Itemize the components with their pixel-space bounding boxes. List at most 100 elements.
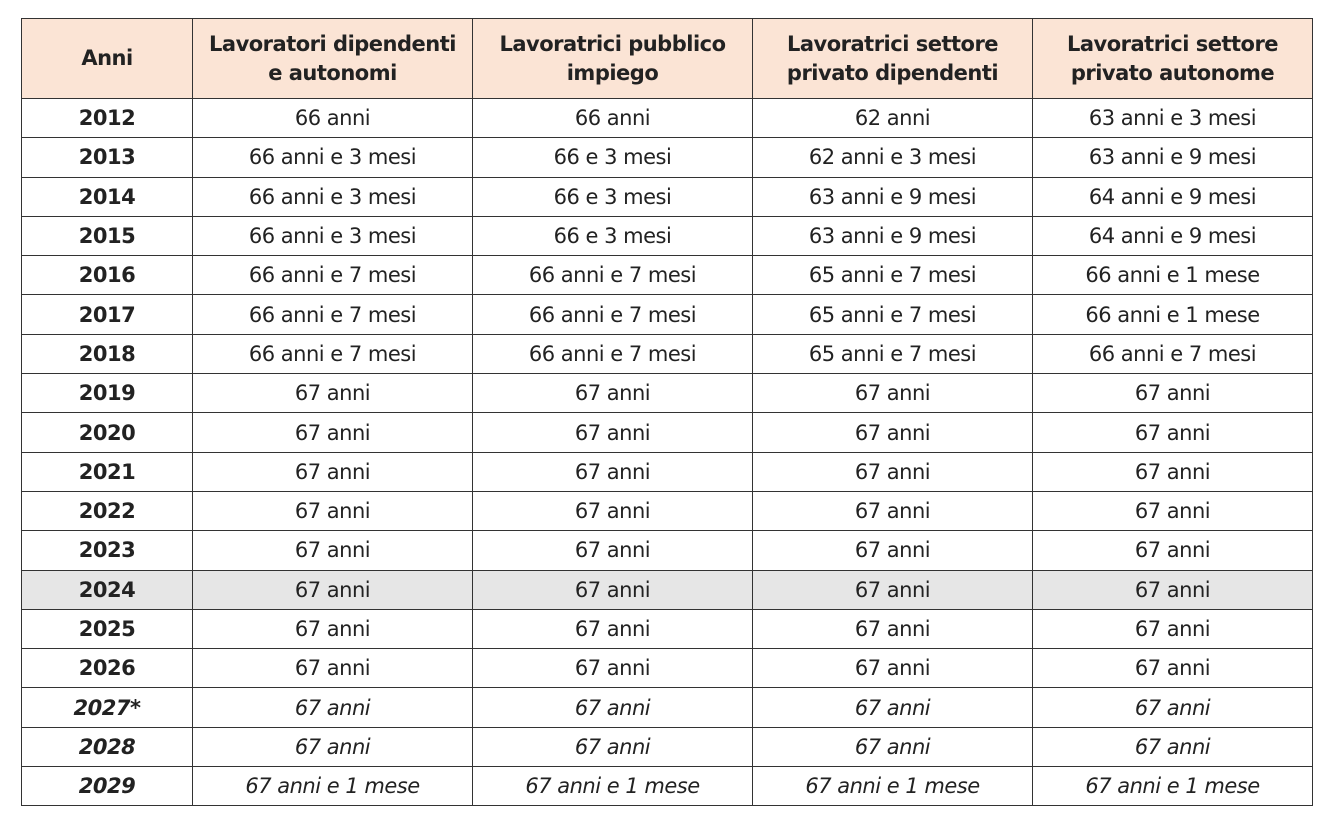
age-cell: 67 anni <box>472 726 753 768</box>
age-cell: 67 anni <box>752 490 1033 532</box>
age-cell: 65 anni e 7 mesi <box>752 333 1033 375</box>
age-cell: 66 e 3 mesi <box>472 215 753 257</box>
retirement-age-table: Anni Lavoratori dipendenti e autonomi Lavo… <box>21 18 1313 807</box>
age-cell: 64 anni e 9 mesi <box>1032 176 1313 217</box>
age-cell: 63 anni e 9 mesi <box>1032 137 1313 178</box>
age-cell: 67 anni <box>1032 490 1313 532</box>
age-cell: 62 anni e 3 mesi <box>752 137 1033 178</box>
header-cell: Lavoratori dipendenti e autonomi <box>192 18 473 99</box>
age-cell: 67 anni <box>1032 373 1313 414</box>
age-cell: 67 anni <box>1032 608 1313 650</box>
age-cell: 67 anni <box>752 726 1033 768</box>
age-cell: 67 anni <box>1032 412 1313 453</box>
age-cell: 66 anni e 7 mesi <box>472 294 753 335</box>
table-row: 2016 66 anni e 7 mesi 66 anni e 7 mesi 65 a… <box>21 255 1313 296</box>
year-cell: 2016 <box>21 255 193 296</box>
age-cell: 67 anni <box>752 687 1033 728</box>
table-body: 2012 66 anni 66 anni 62 anni 63 anni e 3 mes… <box>21 97 1313 807</box>
age-cell: 67 anni <box>472 648 753 689</box>
year-cell: 2024 <box>21 569 193 610</box>
year-cell: 2022 <box>21 490 193 532</box>
table-row: 2017 66 anni e 7 mesi 66 anni e 7 mesi 65 a… <box>21 294 1313 335</box>
age-cell: 67 anni <box>192 687 473 728</box>
table-row: 2018 66 anni e 7 mesi 66 anni e 7 mesi 65 a… <box>21 333 1313 375</box>
header-cell: Anni <box>21 18 193 99</box>
year-cell: 2026 <box>21 648 193 689</box>
table-row: 2014 66 anni e 3 mesi 66 e 3 mesi 63 anni e… <box>21 176 1313 217</box>
age-cell: 65 anni e 7 mesi <box>752 294 1033 335</box>
age-cell: 67 anni <box>192 412 473 453</box>
table-row: 2019 67 anni 67 anni 67 anni 67 anni <box>21 373 1313 414</box>
age-cell: 66 anni e 3 mesi <box>192 137 473 178</box>
age-cell: 67 anni <box>472 451 753 492</box>
age-cell: 67 anni e 1 mese <box>472 766 753 807</box>
age-cell: 67 anni <box>192 530 473 571</box>
table-row: 2015 66 anni e 3 mesi 66 e 3 mesi 63 anni e… <box>21 215 1313 257</box>
header-cell: Lavoratrici pubblico impiego <box>472 18 753 99</box>
year-cell: 2017 <box>21 294 193 335</box>
age-cell: 63 anni e 9 mesi <box>752 176 1033 217</box>
table-row: 2020 67 anni 67 anni 67 anni 67 anni <box>21 412 1313 453</box>
age-cell: 67 anni <box>752 451 1033 492</box>
age-cell: 64 anni e 9 mesi <box>1032 215 1313 257</box>
age-cell: 67 anni <box>752 412 1033 453</box>
age-cell: 67 anni <box>1032 530 1313 571</box>
year-cell: 2028 <box>21 726 193 768</box>
age-cell: 67 anni <box>1032 648 1313 689</box>
age-cell: 67 anni <box>472 490 753 532</box>
table-row: 2029 67 anni e 1 mese 67 anni e 1 mese 67 a… <box>21 766 1313 807</box>
table-row: 2028 67 anni 67 anni 67 anni 67 anni <box>21 726 1313 768</box>
age-cell: 65 anni e 7 mesi <box>752 255 1033 296</box>
age-cell: 67 anni <box>192 490 473 532</box>
age-cell: 67 anni <box>1032 451 1313 492</box>
year-cell: 2019 <box>21 373 193 414</box>
age-cell: 63 anni e 3 mesi <box>1032 97 1313 139</box>
age-cell: 67 anni <box>472 687 753 728</box>
age-cell: 67 anni <box>192 451 473 492</box>
age-cell: 67 anni <box>752 530 1033 571</box>
year-cell: 2025 <box>21 608 193 650</box>
table-row: 2013 66 anni e 3 mesi 66 e 3 mesi 62 anni e… <box>21 137 1313 178</box>
year-cell: 2020 <box>21 412 193 453</box>
age-cell: 66 anni e 7 mesi <box>1032 333 1313 375</box>
age-cell: 66 e 3 mesi <box>472 137 753 178</box>
table-row: 2021 67 anni 67 anni 67 anni 67 anni <box>21 451 1313 492</box>
age-cell: 66 anni e 7 mesi <box>192 294 473 335</box>
age-cell: 67 anni <box>752 608 1033 650</box>
age-cell: 66 anni e 7 mesi <box>472 333 753 375</box>
age-cell: 67 anni <box>472 373 753 414</box>
header-cell: Lavoratrici settore privato dipendenti <box>752 18 1033 99</box>
age-cell: 66 anni e 7 mesi <box>472 255 753 296</box>
table-row: 2022 67 anni 67 anni 67 anni 67 anni <box>21 490 1313 532</box>
age-cell: 66 anni <box>472 97 753 139</box>
year-cell: 2021 <box>21 451 193 492</box>
age-cell: 67 anni <box>192 726 473 768</box>
year-cell: 2013 <box>21 137 193 178</box>
age-cell: 66 anni e 1 mese <box>1032 255 1313 296</box>
table-row: 2025 67 anni 67 anni 67 anni 67 anni <box>21 608 1313 650</box>
age-cell: 67 anni <box>192 608 473 650</box>
age-cell: 67 anni <box>472 608 753 650</box>
age-cell: 67 anni <box>752 373 1033 414</box>
header-row: Anni Lavoratori dipendenti e autonomi Lavo… <box>21 18 1313 99</box>
age-cell: 66 anni e 7 mesi <box>192 255 473 296</box>
age-cell: 66 anni e 1 mese <box>1032 294 1313 335</box>
age-cell: 67 anni <box>472 569 753 610</box>
year-cell: 2027* <box>21 687 193 728</box>
table-row: 2026 67 anni 67 anni 67 anni 67 anni <box>21 648 1313 689</box>
table-row: 2027* 67 anni 67 anni 67 anni 67 anni <box>21 687 1313 728</box>
age-cell: 67 anni <box>472 412 753 453</box>
year-cell: 2023 <box>21 530 193 571</box>
year-cell: 2029 <box>21 766 193 807</box>
year-cell: 2012 <box>21 97 193 139</box>
table-row: 2024 67 anni 67 anni 67 anni 67 anni <box>21 569 1313 610</box>
age-cell: 66 anni <box>192 97 473 139</box>
age-cell: 67 anni e 1 mese <box>192 766 473 807</box>
age-cell: 67 anni <box>752 569 1033 610</box>
age-cell: 62 anni <box>752 97 1033 139</box>
table-row: 2023 67 anni 67 anni 67 anni 67 anni <box>21 530 1313 571</box>
year-cell: 2014 <box>21 176 193 217</box>
age-cell: 66 anni e 3 mesi <box>192 215 473 257</box>
table-row: 2012 66 anni 66 anni 62 anni 63 anni e 3 mes… <box>21 97 1313 139</box>
